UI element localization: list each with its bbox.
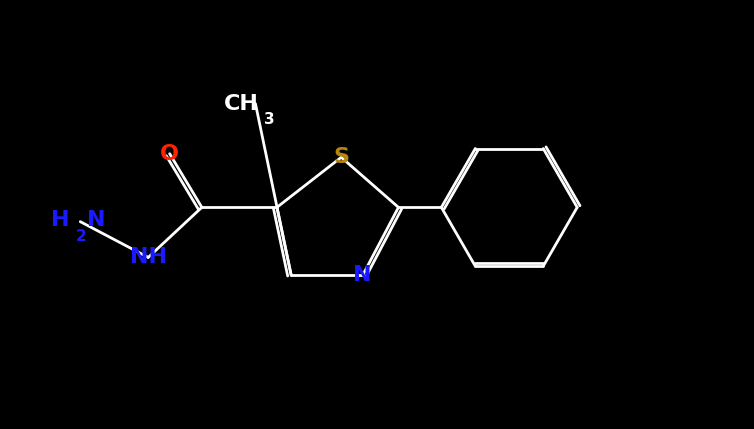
- Text: CH: CH: [224, 94, 259, 114]
- Text: N: N: [354, 265, 372, 285]
- Text: NH: NH: [130, 248, 167, 267]
- Text: S: S: [333, 147, 349, 167]
- Text: N: N: [87, 209, 106, 230]
- Text: 2: 2: [75, 229, 86, 244]
- Text: H: H: [51, 209, 69, 230]
- Text: 3: 3: [264, 112, 274, 127]
- Text: O: O: [160, 144, 179, 164]
